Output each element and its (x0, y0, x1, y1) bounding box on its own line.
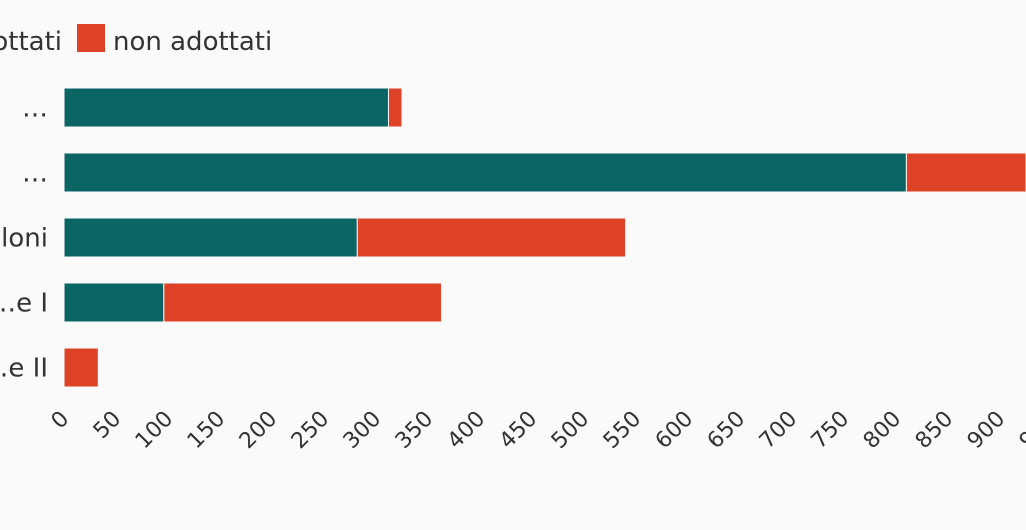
legend: …ottati non adottati (0, 24, 272, 57)
x-tick-label-500: 500 (547, 407, 594, 454)
category-label-1: … (22, 94, 48, 124)
category-label-5: …e II (0, 354, 48, 384)
bar-1-series-2 (387, 87, 403, 128)
x-tick-label-400: 400 (443, 407, 490, 454)
bar-2-series-1 (63, 152, 907, 193)
x-tick-label-350: 350 (391, 407, 438, 454)
category-label-2: … (22, 159, 48, 189)
x-tick-label-450: 450 (495, 407, 542, 454)
x-tick-label-150: 150 (183, 407, 230, 454)
x-tick-label-850: 850 (911, 407, 958, 454)
bar-3-series-2 (356, 217, 627, 258)
bars-group (63, 87, 1026, 388)
bar-4-series-2 (163, 282, 443, 323)
legend-swatch-series-2 (77, 24, 105, 52)
x-tick-label-900: 900 (963, 407, 1010, 454)
x-tick-label-700: 700 (755, 407, 802, 454)
bar-2-series-2 (905, 152, 1026, 193)
x-tick-label-300: 300 (339, 407, 386, 454)
category-labels: … … …loni …e I …e II (0, 94, 48, 384)
x-tick-label-800: 800 (859, 407, 906, 454)
x-axis-ticks: 0 50 100 150 200 250 300 350 400 450 500 550 600 650 7… (47, 407, 1026, 454)
x-tick-label-950: 950 (1015, 407, 1026, 454)
x-tick-label-0: 0 (47, 407, 75, 435)
category-label-3: …loni (0, 224, 48, 254)
x-tick-label-650: 650 (703, 407, 750, 454)
bar-4-series-1 (63, 282, 165, 323)
bar-5-series-2 (63, 347, 99, 388)
category-label-4: …e I (0, 289, 48, 319)
x-tick-label-200: 200 (235, 407, 282, 454)
x-tick-label-100: 100 (131, 407, 178, 454)
bar-1-series-1 (63, 87, 389, 128)
bar-3-series-1 (63, 217, 358, 258)
legend-label-series-2: non adottati (113, 27, 272, 57)
x-tick-label-750: 750 (807, 407, 854, 454)
legend-label-series-1: …ottati (0, 27, 62, 57)
x-tick-label-600: 600 (651, 407, 698, 454)
x-tick-label-250: 250 (287, 407, 334, 454)
x-tick-label-50: 50 (89, 407, 126, 444)
x-tick-label-550: 550 (599, 407, 646, 454)
